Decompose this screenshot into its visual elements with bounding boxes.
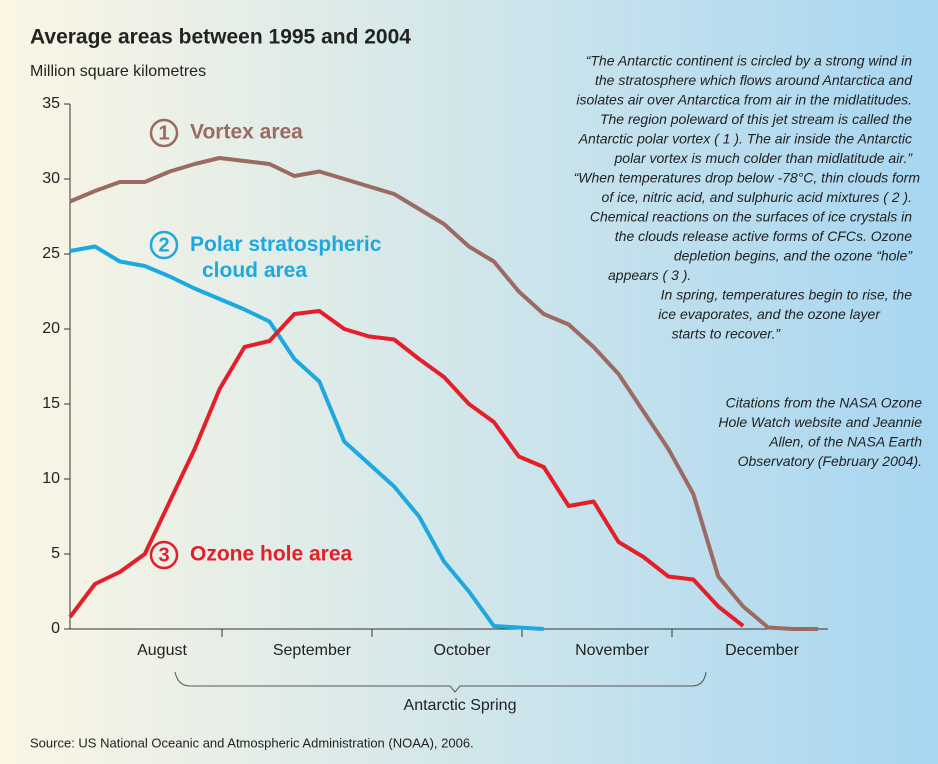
- y-tick-label: 0: [51, 620, 60, 637]
- y-tick-label: 10: [42, 470, 60, 487]
- quote-line: In spring, temperatures begin to rise, t…: [661, 287, 913, 303]
- y-tick-label: 20: [42, 320, 60, 337]
- quote-line: starts to recover.”: [672, 326, 782, 342]
- span-bracket: [174, 671, 707, 693]
- y-tick-label: 5: [51, 545, 60, 562]
- quote-line: Antarctic polar vortex ( 1 ). The air in…: [578, 131, 912, 147]
- y-tick-label: 30: [42, 170, 60, 187]
- source: Source: US National Oceanic and Atmosphe…: [30, 735, 474, 750]
- y-tick-label: 35: [42, 95, 60, 112]
- legend-number: 2: [158, 234, 169, 256]
- quote-line: Chemical reactions on the surfaces of ic…: [590, 209, 912, 225]
- x-tick-label: September: [273, 642, 352, 659]
- y-tick-label: 15: [42, 395, 60, 412]
- quote-line: ice evaporates, and the ozone layer: [658, 306, 881, 322]
- quote-line: The region poleward of this jet stream i…: [600, 111, 912, 127]
- quote-line: isolates air over Antarctica from air in…: [576, 92, 912, 108]
- quote-line: “The Antarctic continent is circled by a…: [586, 53, 913, 69]
- legend-label: Vortex area: [190, 121, 303, 144]
- legend-badge: [149, 118, 179, 148]
- quote-line: “When temperatures drop below -78°C, thi…: [574, 170, 921, 186]
- citation-line: Allen, of the NASA Earth: [768, 434, 922, 450]
- chart-title: Average areas between 1995 and 2004: [30, 26, 411, 49]
- x-tick-label: November: [575, 642, 649, 659]
- quote-line: the clouds release active forms of CFCs.…: [615, 228, 912, 244]
- quote-line: depletion begins, and the ozone “hole”: [674, 248, 914, 264]
- series-line: [69, 244, 544, 631]
- citation-line: Hole Watch website and Jeannie: [718, 414, 922, 430]
- series-line: [69, 156, 818, 631]
- x-tick-label: August: [137, 642, 187, 659]
- legend-badge: [149, 540, 179, 570]
- legend-label: Ozone hole area: [190, 543, 353, 566]
- legend-number: 1: [158, 122, 169, 144]
- x-tick-label: December: [725, 642, 799, 659]
- citation-line: Observatory (February 2004).: [738, 453, 922, 469]
- citation-line: Citations from the NASA Ozone: [726, 395, 923, 411]
- y-tick-label: 25: [42, 245, 60, 262]
- span-label: Antarctic Spring: [404, 697, 517, 714]
- series-line: [68, 309, 745, 628]
- quote-line: polar vortex is much colder than midlati…: [614, 150, 914, 166]
- quote-line: of ice, nitric acid, and sulphuric acid …: [602, 189, 912, 205]
- legend-number: 3: [158, 544, 169, 566]
- legend-badge: [149, 230, 179, 260]
- quote-line: the stratosphere which flows around Anta…: [595, 72, 913, 88]
- subtitle: Million square kilometres: [30, 63, 206, 80]
- legend-label: Polar stratospheric cloud area: [190, 233, 387, 282]
- x-tick-label: October: [434, 642, 492, 659]
- quote-line: appears ( 3 ).: [608, 267, 691, 283]
